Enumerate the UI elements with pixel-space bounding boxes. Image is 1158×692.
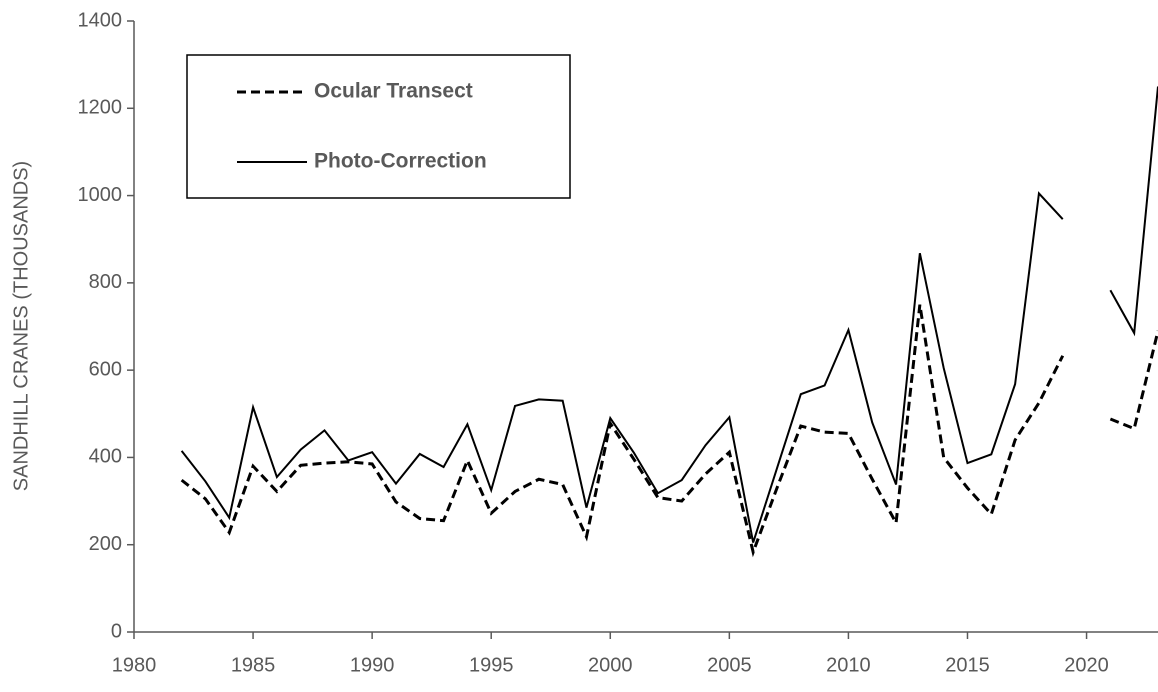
x-tick-label: 2010 — [826, 654, 871, 676]
y-tick-label: 200 — [89, 533, 122, 555]
x-tick-label: 2000 — [588, 654, 633, 676]
y-tick-label: 1400 — [78, 9, 123, 31]
x-tick-label: 1990 — [350, 654, 395, 676]
y-tick-label: 1000 — [78, 184, 123, 206]
series-line — [180, 304, 1065, 558]
series-line — [1109, 86, 1158, 337]
x-tick-label: 1980 — [112, 654, 157, 676]
legend-label: Photo-Correction — [314, 150, 487, 173]
x-tick-label: 1985 — [231, 654, 276, 676]
y-tick-label: 0 — [111, 620, 122, 642]
x-tick-label: 2005 — [707, 654, 752, 676]
y-tick-label: 800 — [89, 271, 122, 293]
y-axis-title: SANDHILL CRANES (THOUSANDS) — [10, 161, 32, 491]
x-tick-label: 2015 — [945, 654, 990, 676]
x-tick-label: 1995 — [469, 654, 514, 676]
series-line — [180, 191, 1064, 543]
y-tick-label: 400 — [89, 446, 122, 468]
y-tick-label: 1200 — [78, 97, 123, 119]
legend-label: Ocular Transect — [314, 80, 473, 103]
x-tick-label: 2020 — [1064, 654, 1109, 676]
legend-box — [186, 54, 571, 199]
y-tick-label: 600 — [89, 358, 122, 380]
series-line — [1109, 330, 1158, 431]
